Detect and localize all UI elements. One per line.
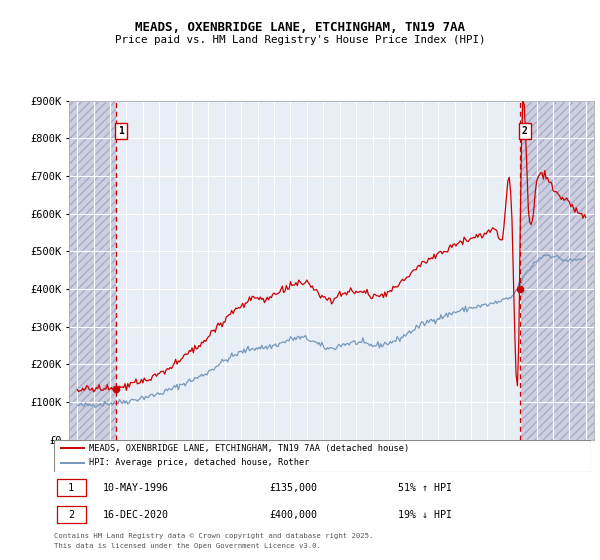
Text: This data is licensed under the Open Government Licence v3.0.: This data is licensed under the Open Gov… <box>54 543 321 549</box>
Text: 1: 1 <box>118 126 124 136</box>
Text: Contains HM Land Registry data © Crown copyright and database right 2025.: Contains HM Land Registry data © Crown c… <box>54 533 373 539</box>
Text: Price paid vs. HM Land Registry's House Price Index (HPI): Price paid vs. HM Land Registry's House … <box>115 35 485 45</box>
Text: MEADS, OXENBRIDGE LANE, ETCHINGHAM, TN19 7AA (detached house): MEADS, OXENBRIDGE LANE, ETCHINGHAM, TN19… <box>89 444 409 452</box>
Text: 2: 2 <box>522 126 528 136</box>
Text: 2: 2 <box>68 510 74 520</box>
Bar <box>69 101 116 440</box>
Text: HPI: Average price, detached house, Rother: HPI: Average price, detached house, Roth… <box>89 459 310 468</box>
Text: £135,000: £135,000 <box>269 483 317 493</box>
Text: MEADS, OXENBRIDGE LANE, ETCHINGHAM, TN19 7AA: MEADS, OXENBRIDGE LANE, ETCHINGHAM, TN19… <box>135 21 465 34</box>
FancyBboxPatch shape <box>54 440 591 472</box>
Text: 10-MAY-1996: 10-MAY-1996 <box>103 483 169 493</box>
Text: 51% ↑ HPI: 51% ↑ HPI <box>398 483 452 493</box>
Text: 16-DEC-2020: 16-DEC-2020 <box>103 510 169 520</box>
Text: 19% ↓ HPI: 19% ↓ HPI <box>398 510 452 520</box>
FancyBboxPatch shape <box>56 479 86 496</box>
FancyBboxPatch shape <box>56 506 86 523</box>
Bar <box>520 101 594 440</box>
Text: 1: 1 <box>68 483 74 493</box>
Text: £400,000: £400,000 <box>269 510 317 520</box>
